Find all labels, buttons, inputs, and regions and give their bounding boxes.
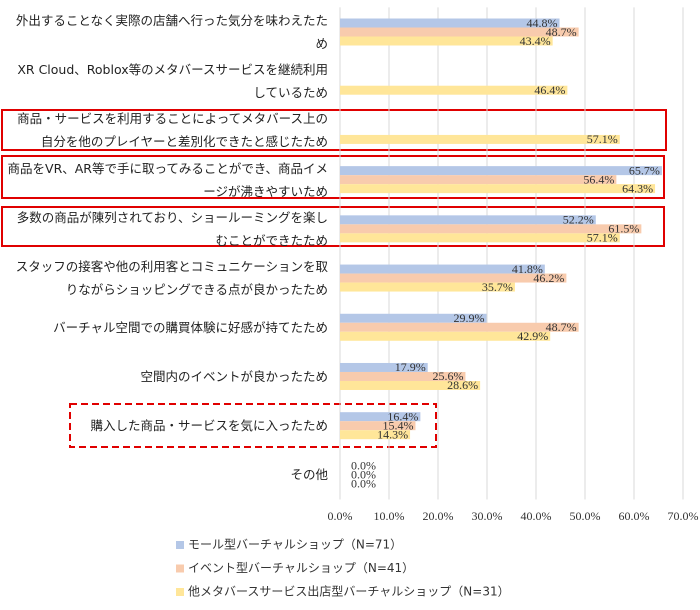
highlight-box xyxy=(1,155,665,199)
bar xyxy=(340,430,411,440)
value-label: 0.0% xyxy=(351,459,376,473)
x-tick-label: 40.0% xyxy=(521,509,552,523)
value-label: 14.3% xyxy=(377,427,408,441)
x-tick-label: 10.0% xyxy=(374,509,405,523)
bar xyxy=(340,331,551,341)
value-label: 57.1% xyxy=(587,132,618,146)
category-label: 購入した商品・サービスを気に入ったため xyxy=(90,418,328,434)
category-label: 多数の商品が陳列されており、ショールーミングを楽しむことができたため xyxy=(16,209,328,248)
legend-label: イベント型バーチャルショップ（N=41） xyxy=(188,561,414,575)
bar xyxy=(340,412,421,422)
bar xyxy=(340,380,481,390)
value-label: 56.4% xyxy=(583,172,614,186)
category-label: 外出することなく実際の店舗へ行った気分を味わえたため xyxy=(15,13,328,51)
category-label: 商品・サービスを利用することによってメタバース上の自分を他のプレイヤーと差別化で… xyxy=(17,111,328,150)
bar xyxy=(340,362,428,372)
value-label: 16.4% xyxy=(387,409,418,423)
bar xyxy=(340,273,567,283)
legend-swatch xyxy=(176,564,184,573)
value-label: 0.0% xyxy=(351,477,376,491)
bar xyxy=(340,85,568,95)
bar xyxy=(340,18,560,28)
category-label: その他 xyxy=(290,467,328,483)
legend-label: 他メタバースサービス出店型バーチャルショップ（N=31） xyxy=(188,585,510,599)
value-label: 44.8% xyxy=(527,16,558,30)
category-label: スタッフの接客や他の利用客とコミュニケーションを取りながらショッピングできる点が… xyxy=(15,259,328,298)
value-label: 15.4% xyxy=(382,418,413,432)
x-tick-label: 50.0% xyxy=(570,509,601,523)
bar xyxy=(340,224,642,234)
value-label: 48.7% xyxy=(546,320,577,334)
value-label: 41.8% xyxy=(512,262,543,276)
x-tick-label: 30.0% xyxy=(472,509,503,523)
bar xyxy=(340,166,662,176)
bar xyxy=(340,233,620,243)
bar xyxy=(340,313,487,323)
legend-label: モール型バーチャルショップ（N=71） xyxy=(188,538,402,552)
value-label: 42.9% xyxy=(517,329,548,343)
bar xyxy=(340,27,579,37)
value-label: 0.0% xyxy=(351,468,376,482)
value-label: 52.2% xyxy=(563,213,594,227)
value-label: 65.7% xyxy=(629,163,660,177)
value-label: 61.5% xyxy=(608,222,639,236)
value-label: 46.4% xyxy=(534,83,565,97)
legend-swatch xyxy=(176,541,184,549)
category-label: バーチャル空間での購買体験に好感が持てたため xyxy=(53,319,328,335)
value-label: 25.6% xyxy=(432,369,463,383)
bar xyxy=(340,371,466,381)
value-label: 46.2% xyxy=(533,271,564,285)
bar xyxy=(340,134,620,144)
bar xyxy=(340,215,596,225)
category-label: 空間内のイベントが良かったため xyxy=(140,368,328,384)
value-label: 48.7% xyxy=(546,25,577,39)
bar xyxy=(340,264,545,274)
bar xyxy=(340,175,617,185)
category-label: 商品をVR、AR等で手に取ってみることができ、商品イメージが沸きやすいため xyxy=(7,160,328,199)
bar xyxy=(340,282,515,292)
category-label: XR Cloud、Roblox等のメタバースサービスを継続利用しているため xyxy=(17,62,328,101)
x-tick-label: 60.0% xyxy=(619,509,650,523)
x-tick-label: 20.0% xyxy=(423,509,454,523)
bar xyxy=(340,322,579,332)
value-label: 64.3% xyxy=(622,181,653,195)
legend-swatch xyxy=(176,588,184,596)
value-label: 17.9% xyxy=(395,360,426,374)
bar xyxy=(340,421,416,431)
value-label: 43.4% xyxy=(520,34,551,48)
bar xyxy=(340,184,656,194)
bar xyxy=(340,36,553,46)
highlight-box xyxy=(1,206,665,247)
x-tick-label: 0.0% xyxy=(328,509,353,523)
value-label: 35.7% xyxy=(482,280,513,294)
value-label: 29.9% xyxy=(454,311,485,325)
value-label: 28.6% xyxy=(447,378,478,392)
highlight-box xyxy=(1,109,667,151)
highlight-box xyxy=(69,403,437,448)
x-tick-label: 70.0% xyxy=(668,509,699,523)
value-label: 57.1% xyxy=(587,231,618,245)
